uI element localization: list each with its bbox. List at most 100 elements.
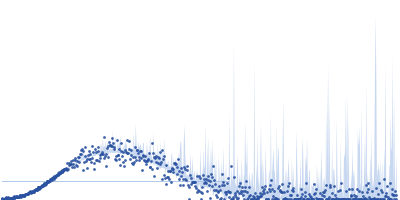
Point [157, 162, 164, 165]
Point [280, 197, 286, 200]
Point [288, 193, 294, 196]
Point [22, 193, 28, 196]
Point [25, 191, 32, 194]
Point [60, 169, 66, 172]
Point [134, 148, 140, 151]
Point [57, 171, 63, 174]
Point [160, 157, 166, 160]
Point [161, 155, 168, 158]
Point [244, 190, 250, 193]
Point [392, 197, 399, 200]
Point [27, 189, 34, 192]
Point [225, 176, 231, 179]
Point [367, 197, 374, 200]
Point [8, 196, 14, 199]
Point [191, 180, 198, 183]
Point [389, 187, 396, 191]
Point [10, 194, 17, 198]
Point [324, 197, 330, 200]
Point [292, 197, 298, 200]
Point [214, 196, 220, 199]
Point [346, 197, 352, 200]
Point [179, 171, 185, 174]
Point [92, 147, 98, 150]
Point [310, 197, 316, 200]
Point [48, 178, 54, 181]
Point [110, 141, 116, 144]
Point [40, 184, 46, 188]
Point [284, 189, 290, 192]
Point [98, 152, 105, 156]
Point [296, 197, 302, 200]
Point [224, 189, 231, 192]
Point [385, 195, 392, 199]
Point [236, 191, 242, 194]
Point [24, 192, 30, 195]
Point [309, 197, 315, 200]
Point [303, 197, 310, 200]
Point [182, 177, 188, 181]
Point [230, 197, 236, 200]
Point [136, 159, 142, 162]
Point [42, 182, 49, 185]
Point [37, 186, 43, 189]
Point [231, 176, 237, 179]
Point [74, 164, 80, 168]
Point [253, 194, 260, 197]
Point [128, 148, 134, 151]
Point [276, 189, 283, 193]
Point [255, 197, 261, 200]
Point [383, 194, 390, 197]
Point [234, 197, 241, 200]
Point [390, 193, 396, 196]
Point [204, 175, 211, 178]
Point [165, 175, 172, 178]
Point [155, 161, 162, 165]
Point [112, 158, 119, 161]
Point [189, 180, 195, 183]
Point [56, 173, 62, 176]
Point [303, 182, 309, 185]
Point [234, 190, 240, 193]
Point [7, 197, 14, 200]
Point [60, 168, 66, 172]
Point [258, 192, 265, 195]
Point [335, 197, 341, 200]
Point [69, 166, 75, 169]
Point [0, 197, 6, 200]
Point [316, 191, 323, 195]
Point [4, 196, 11, 199]
Point [253, 197, 259, 200]
Point [199, 186, 206, 189]
Point [89, 144, 96, 147]
Point [180, 184, 186, 187]
Point [204, 189, 210, 192]
Point [379, 197, 386, 200]
Point [319, 197, 326, 200]
Point [164, 169, 171, 173]
Point [137, 150, 143, 153]
Point [366, 195, 372, 199]
Point [352, 197, 358, 200]
Point [38, 184, 44, 187]
Point [169, 167, 175, 171]
Point [104, 155, 111, 158]
Point [2, 196, 9, 200]
Point [43, 181, 50, 184]
Point [12, 196, 18, 199]
Point [229, 197, 235, 200]
Point [358, 197, 364, 200]
Point [370, 197, 376, 200]
Point [202, 180, 208, 183]
Point [53, 174, 59, 177]
Point [224, 181, 230, 185]
Point [170, 171, 177, 174]
Point [36, 186, 42, 189]
Point [264, 191, 270, 194]
Point [85, 157, 92, 161]
Point [197, 197, 204, 200]
Point [196, 175, 202, 178]
Point [113, 154, 119, 158]
Point [14, 195, 21, 199]
Point [201, 177, 207, 181]
